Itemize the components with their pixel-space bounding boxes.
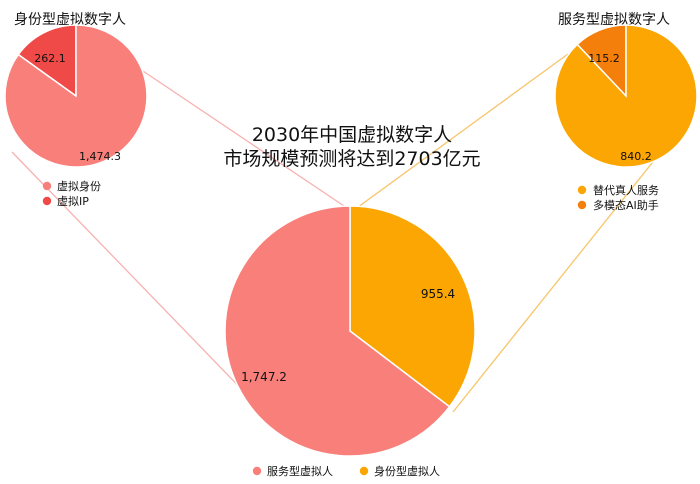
pie-identity: 身份型虚拟数字人 262.1 1,474.3 虚拟身份 虚拟IP [4,12,148,208]
connector-line-left-bottom [11,151,253,401]
legend-swatch [42,196,52,206]
legend-item-service-type[interactable]: 服务型虚拟人 [252,464,333,478]
pie-identity-title: 身份型虚拟数字人 [14,12,126,28]
pie-total-slice-minor[interactable] [349,205,476,408]
pie-total-slice-major[interactable] [224,205,451,457]
connector-line-left-top [136,66,351,211]
legend-label: 虚拟IP [57,194,89,208]
legend-item-identity-type[interactable]: 身份型虚拟人 [359,464,440,478]
legend-swatch [577,200,587,210]
pie-total-legend: 服务型虚拟人 身份型虚拟人 [252,464,440,478]
legend-item-ai-assistant[interactable]: 多模态AI助手 [577,198,659,212]
legend-label: 替代真人服务 [593,183,659,197]
pie-service-title: 服务型虚拟数字人 [558,12,670,28]
pie-identity-label-ip: 262.1 [34,52,66,65]
legend-label: 虚拟身份 [57,179,101,193]
connector-lines [11,53,689,413]
pie-identity-slice-major[interactable] [4,24,148,168]
pie-identity-slice-minor[interactable] [17,24,77,98]
legend-swatch [577,185,587,195]
legend-item-virtual-ip[interactable]: 虚拟IP [42,194,89,208]
pie-total-label-service: 1,747.2 [241,370,287,384]
pie-service-legend: 替代真人服务 多模态AI助手 [577,183,659,212]
legend-label: 服务型虚拟人 [267,464,333,478]
pie-total: 955.4 1,747.2 服务型虚拟人 身份型虚拟人 [224,205,476,478]
main-title-line-2: 市场规模预测将达到2703亿元 [223,148,480,170]
legend-item-human-service[interactable]: 替代真人服务 [577,183,659,197]
connector-line-right-top [353,53,569,211]
pie-service-label-human: 840.2 [620,150,652,163]
pie-service-slice-major[interactable] [554,24,698,168]
pie-identity-legend: 虚拟身份 虚拟IP [42,179,101,208]
connector-line-right-bottom [452,117,689,413]
pie-identity-slices [4,24,148,168]
legend-label: 多模态AI助手 [593,198,659,212]
pie-service-slices [554,24,698,168]
pie-identity-label-identity: 1,474.3 [79,150,121,163]
legend-swatch [359,466,369,476]
legend-item-virtual-identity[interactable]: 虚拟身份 [42,179,101,193]
legend-swatch [252,466,262,476]
pie-service: 服务型虚拟数字人 115.2 840.2 替代真人服务 多模态AI助手 [554,12,698,212]
main-title-line-1: 2030年中国虚拟数字人 [252,124,452,146]
legend-swatch [42,181,52,191]
pie-total-slices [224,205,476,457]
legend-label: 身份型虚拟人 [374,464,440,478]
pie-total-label-identity: 955.4 [421,287,455,301]
pie-service-label-ai: 115.2 [588,52,620,65]
